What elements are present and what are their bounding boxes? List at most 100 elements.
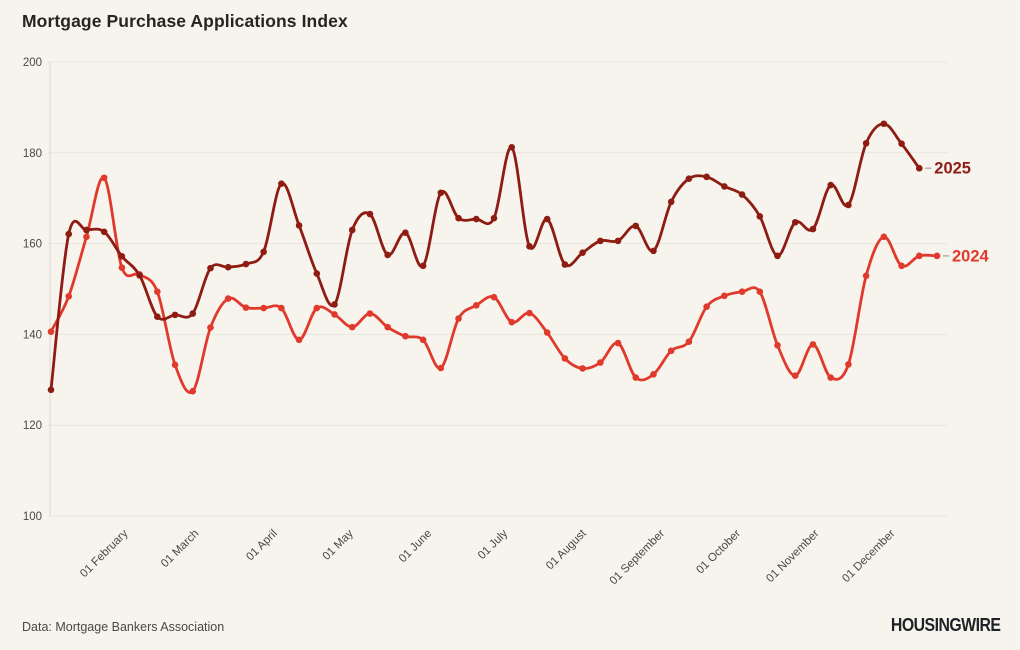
data-point-2024 [508,318,516,326]
data-point-2025 [632,222,640,230]
data-point-2025 [65,230,73,238]
data-point-2024 [419,336,427,344]
data-point-2024 [331,311,338,318]
data-point-2024 [366,310,374,317]
data-point-2025 [543,215,551,223]
data-point-2024 [348,323,356,331]
data-point-2025 [508,144,516,151]
data-point-2024 [738,288,746,296]
data-point-2025 [242,260,250,268]
data-point-2024 [207,324,214,331]
data-point-2025 [366,210,374,218]
data-point-2024 [47,328,55,335]
data-point-2024 [650,371,657,378]
data-point-2025 [118,253,126,260]
y-axis-tick-label: 120 [23,420,42,432]
data-point-2025 [260,248,267,256]
data-point-2025 [171,311,179,319]
data-point-2025 [47,386,55,394]
data-point-2025 [614,237,622,245]
data-point-2024 [384,323,391,331]
data-point-2024 [597,359,604,366]
data-point-2024 [845,361,852,368]
data-point-2025 [384,251,391,259]
data-point-2025 [224,263,232,271]
data-point-2024 [402,332,409,340]
data-point-2024 [898,262,905,270]
data-point-2024 [224,295,232,302]
data-point-2025 [455,214,462,222]
data-point-2024 [455,315,462,322]
data-point-2024 [472,302,480,309]
x-axis-tick-label: 01 October [694,528,743,577]
data-point-2024 [703,303,710,311]
data-point-2025 [472,215,480,223]
data-point-2025 [189,310,197,317]
series-line-2025 [49,122,921,392]
data-point-2024 [579,365,586,372]
data-point-2024 [827,374,834,381]
data-point-2025 [597,237,604,245]
data-point-2025 [331,301,338,308]
data-point-2025 [154,313,161,320]
data-point-2025 [490,214,498,222]
data-point-2025 [756,213,764,220]
data-point-2024 [561,355,569,362]
series-line-2024 [49,176,939,394]
data-point-2024 [614,339,622,347]
data-point-2024 [791,372,799,380]
data-point-2024 [862,272,870,280]
data-point-2025 [898,140,905,148]
data-point-2024 [809,341,817,348]
data-point-2024 [880,233,888,241]
data-point-2024 [632,374,640,381]
data-point-2025 [348,226,356,234]
data-point-2024 [774,341,781,349]
data-point-2025 [207,264,214,272]
brand-logo: HOUSINGWIRE [890,615,1001,635]
data-point-2025 [845,201,852,209]
data-point-2025 [721,183,728,190]
data-point-2025 [703,173,710,181]
data-point-2025 [419,262,427,270]
data-point-2024 [242,304,250,311]
data-point-2024 [313,304,321,312]
x-axis-tick-label: 01 February [78,527,131,580]
data-point-2025 [295,222,303,229]
y-axis-tick-label: 180 [23,148,42,160]
data-point-2025 [561,261,569,268]
data-point-2025 [526,243,533,250]
data-point-2024 [295,336,303,344]
data-point-2024 [189,387,197,395]
data-point-2025 [100,228,108,236]
data-point-2025 [402,229,409,237]
data-point-2024 [171,361,179,369]
chart-title: Mortgage Purchase Applications Index [22,11,348,31]
data-point-2025 [278,180,285,187]
x-axis-tick-label: 01 April [244,528,280,564]
data-point-2025 [880,120,888,128]
x-axis-tick-label: 01 December [840,528,897,585]
data-point-2024 [721,292,728,300]
y-axis-tick-label: 200 [23,57,42,69]
data-point-2025 [313,270,321,277]
data-point-2025 [862,139,870,147]
data-point-2025 [136,272,143,279]
data-point-2024 [543,329,551,336]
data-point-2024 [490,293,498,301]
x-axis-tick-label: 01 September [608,528,668,588]
x-axis-tick-label: 01 July [476,527,510,561]
data-point-2025 [437,189,445,197]
data-point-2025 [791,218,799,226]
y-axis-tick-label: 100 [23,511,42,523]
data-point-2025 [827,181,834,189]
legend-label-2025: 2025 [934,160,971,178]
x-axis-tick-label: 01 March [159,528,201,570]
data-point-2024 [260,304,267,312]
x-axis-tick-label: 01 June [397,528,434,565]
x-axis-tick-label: 01 May [321,527,356,562]
data-point-2025 [667,198,675,206]
x-axis-tick-label: 01 August [544,527,589,572]
data-point-2024 [756,288,764,296]
